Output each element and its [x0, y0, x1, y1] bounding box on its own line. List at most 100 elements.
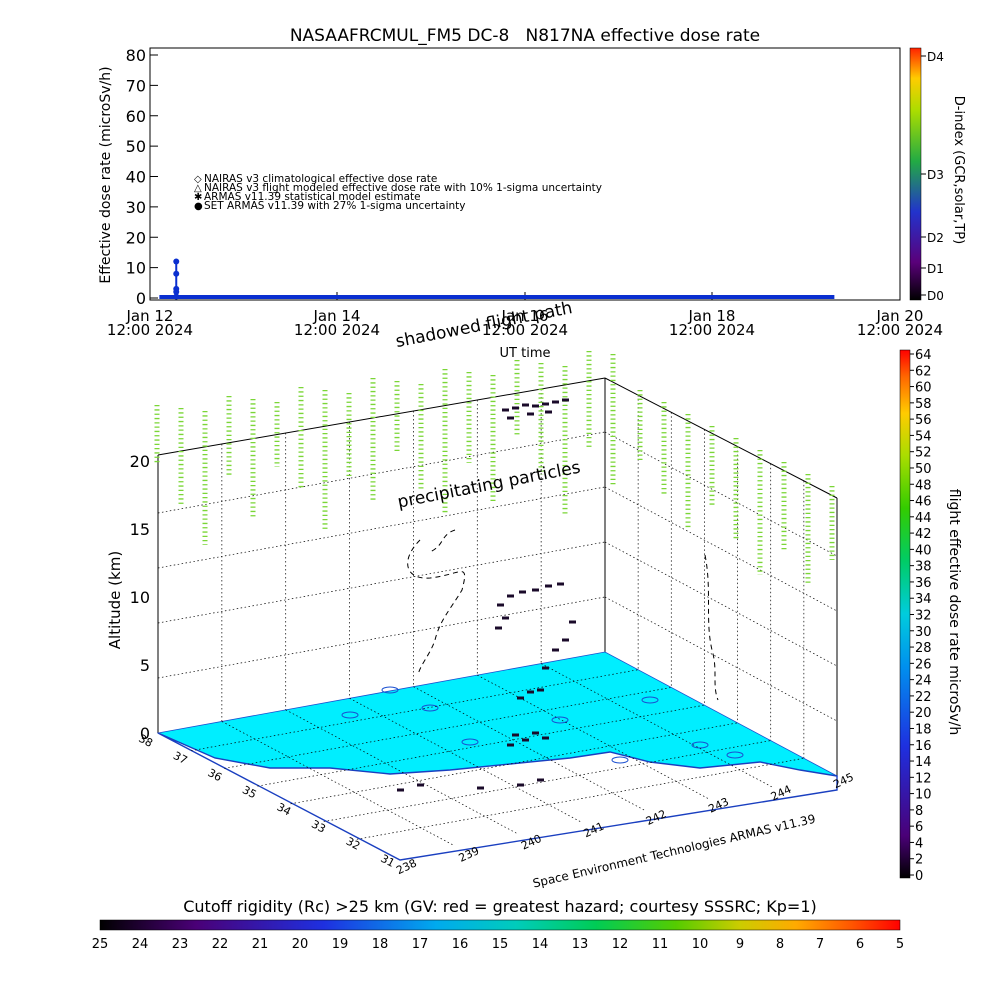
dose-rate-tick-label: 40 [915, 543, 932, 558]
top-y-tick-label: 70 [126, 76, 146, 95]
rigidity-contour [461, 738, 479, 746]
dose-rate-tick-label: 38 [915, 560, 932, 575]
flight-track-mark [417, 783, 424, 787]
series-point [173, 288, 180, 295]
flight-track-mark [502, 616, 509, 620]
d-index-tick-label: D1 [927, 262, 944, 276]
top-x-tick-label: Jan 14 [313, 307, 361, 325]
latitude-tick-label: 32 [344, 835, 362, 853]
latitude-tick-label: 35 [240, 783, 258, 801]
dose-rate-tick-label: 46 [915, 495, 932, 510]
series-point [173, 258, 180, 265]
cutoff-rigidity-tick-label: 9 [736, 937, 744, 952]
flight-track-mark [497, 603, 504, 607]
rigidity-contour [421, 704, 439, 712]
flight-track-mark [562, 398, 569, 402]
flight-track-points [397, 398, 576, 792]
dose-rate-tick-label: 28 [915, 641, 932, 656]
legend-label: NAIRAS v3 flight modeled effective dose … [204, 182, 602, 194]
dose-rate-tick-label: 42 [915, 527, 932, 542]
flight-path-shadow-1 [407, 539, 466, 676]
flight-track-mark [552, 648, 559, 652]
cutoff-rigidity-tick-label: 24 [132, 937, 149, 952]
dose-rate-tick-label: 22 [915, 690, 932, 705]
dose-rate-tick-label: 36 [915, 576, 932, 591]
flight-track-mark [537, 778, 544, 782]
dose-rate-colorbar [899, 349, 911, 879]
altitude-tick-label: 0 [140, 724, 150, 743]
latitude-tick-label: 34 [275, 800, 293, 818]
cutoff-rigidity-tick-label: 15 [492, 937, 509, 952]
dose-rate-tick-label: 18 [915, 722, 932, 737]
dose-rate-tick-label: 12 [915, 771, 932, 786]
dose-rate-tick-label: 52 [915, 446, 932, 461]
dose-rate-tick-label: 58 [915, 397, 932, 412]
latitude-tick-label: 37 [171, 749, 189, 767]
3d-box [157, 377, 838, 776]
d-index-colorbar [909, 47, 922, 301]
cutoff-rigidity-tick-label: 16 [452, 937, 469, 952]
cutoff-rigidity-tick-label: 13 [572, 937, 589, 952]
rigidity-contour [691, 741, 709, 749]
cutoff-rigidity-tick-label: 5 [896, 937, 904, 952]
top-y-tick-label: 40 [126, 168, 146, 187]
top-y-axis-label: Effective dose rate (microSv/h) [98, 66, 114, 283]
flight-track-mark [517, 783, 524, 787]
rigidity-contour [611, 756, 629, 764]
top-x-tick-label: 12:00 2024 [669, 321, 755, 339]
flight-track-mark [507, 743, 514, 747]
cutoff-rigidity-tick-label: 17 [412, 937, 429, 952]
legend-symbol: ✱ [194, 192, 202, 203]
dose-rate-tick-label: 24 [915, 674, 932, 689]
rigidity-contour [641, 696, 659, 704]
dose-rate-tick-label: 2 [915, 853, 923, 868]
d-index-tick-label: D2 [927, 231, 944, 245]
d-index-tick-label: D0 [927, 289, 944, 303]
dose-rate-tick-label: 48 [915, 478, 932, 493]
top-x-tick-label: Jan 16 [501, 307, 549, 325]
flight-track-mark [562, 638, 569, 642]
d-index-label: D-index (GCR,solar,TP) [951, 96, 966, 244]
flight-track-mark [507, 594, 514, 598]
dose-rate-tick-label: 26 [915, 657, 932, 672]
dose-rate-tick-label: 20 [915, 706, 932, 721]
series-point [173, 293, 180, 300]
coastline [157, 732, 838, 861]
top-y-tick-label: 30 [126, 198, 146, 217]
flight-track-mark [527, 412, 534, 416]
flight-track-mark [557, 582, 564, 586]
dose-rate-tick-label: 8 [915, 804, 923, 819]
flight-track-mark [545, 410, 552, 414]
legend-symbol: ◇ [194, 174, 202, 185]
top-x-axis-label: UT time [500, 346, 551, 361]
cutoff-rigidity-tick-label: 10 [692, 937, 709, 952]
top-series [159, 258, 835, 300]
latitude-tick-label: 38 [136, 732, 154, 750]
cutoff-rigidity-tick-label: 25 [92, 937, 109, 952]
dose-rate-tick-label: 16 [915, 739, 932, 754]
back-grid-line [604, 486, 838, 612]
rigidity-contour [551, 716, 569, 724]
dose-rate-colorbar-label: flight effective dose rate microSv/h [946, 489, 962, 735]
flight-track-mark [397, 788, 404, 792]
dose-rate-tick-label: 62 [915, 364, 932, 379]
flight-track-mark [502, 408, 509, 412]
flight-track-mark [527, 690, 534, 694]
legend-label: ARMAS v11.39 statistical model estimate [204, 191, 421, 203]
flight-track-mark [542, 736, 549, 740]
cutoff-rigidity-colorbar [99, 919, 901, 931]
cutoff-rigidity-tick-label: 11 [652, 937, 669, 952]
dose-rate-tick-label: 32 [915, 609, 932, 624]
dose-rate-tick-label: 44 [915, 511, 932, 526]
latitude-tick-label: 31 [378, 852, 396, 870]
legend-label: NAIRAS v3 climatological effective dose … [204, 173, 437, 185]
flight-track-mark [522, 738, 529, 742]
dose-rate-tick-label: 50 [915, 462, 932, 477]
top-y-tick-label: 20 [126, 228, 146, 247]
top-y-axis: 0 10 20 30 40 50 60 70 80 [126, 46, 158, 308]
rigidity-contour [341, 711, 359, 719]
dose-rate-tick-label: 54 [915, 429, 932, 444]
dose-rate-tick-label: 60 [915, 381, 932, 396]
